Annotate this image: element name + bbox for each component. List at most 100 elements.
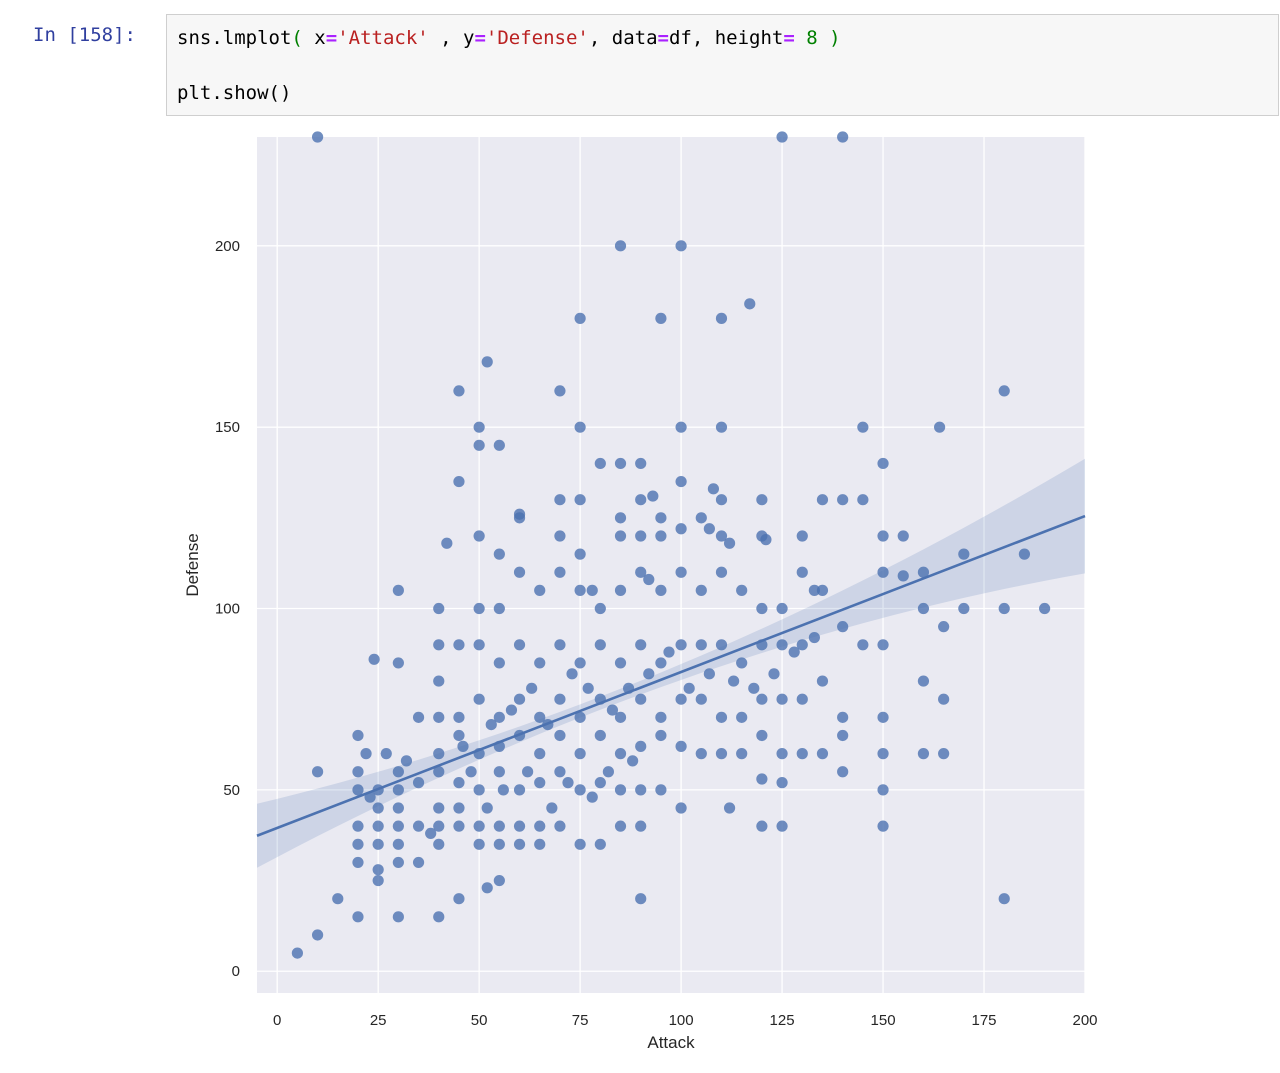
scatter-point	[816, 675, 829, 687]
scatter-point	[311, 766, 324, 778]
scatter-point	[614, 820, 627, 832]
scatter-point	[756, 494, 768, 506]
scatter-point	[372, 864, 384, 876]
scatter-point	[453, 475, 465, 488]
scatter-point	[877, 784, 889, 796]
scatter-point	[574, 838, 586, 850]
code-line-2: plt.show()	[177, 82, 292, 104]
scatter-point	[695, 639, 707, 651]
y-tick-label: 50	[223, 782, 240, 799]
scatter-point	[877, 748, 889, 760]
scatter-point	[493, 711, 505, 723]
scatter-point	[433, 802, 445, 814]
scatter-point	[534, 838, 546, 850]
scatter-point	[857, 639, 869, 651]
scatter-point	[796, 639, 808, 651]
scatter-point	[635, 457, 647, 470]
scatter-point	[816, 584, 829, 596]
cell-prompt: In [158]:	[33, 24, 136, 46]
scatter-point	[837, 766, 849, 778]
scatter-point	[534, 748, 546, 760]
scatter-point	[497, 784, 509, 796]
scatter-point	[392, 766, 404, 778]
scatter-point	[788, 646, 800, 658]
scatter-point	[513, 693, 526, 705]
scatter-point	[675, 639, 687, 651]
scatter-point	[808, 584, 820, 596]
scatter-point	[736, 748, 748, 760]
scatter-point	[606, 704, 619, 716]
scatter-point	[513, 566, 526, 578]
scatter-point	[675, 802, 687, 814]
scatter-point	[594, 777, 606, 789]
scatter-point	[933, 421, 946, 433]
x-tick-label: 200	[1072, 1012, 1097, 1029]
scatter-point	[663, 646, 675, 658]
scatter-point	[392, 657, 404, 669]
scatter-point	[796, 748, 808, 760]
scatter-point	[857, 421, 869, 433]
scatter-point	[465, 766, 477, 778]
scatter-point	[715, 566, 728, 578]
scatter-point	[808, 631, 820, 644]
scatter-point	[776, 602, 788, 615]
scatter-point	[614, 657, 627, 669]
scatter-point	[453, 639, 465, 651]
scatter-point	[1039, 602, 1051, 615]
scatter-point	[723, 802, 736, 814]
scatter-point	[614, 457, 627, 470]
scatter-point	[917, 675, 930, 687]
scatter-point	[796, 530, 808, 542]
scatter-point	[614, 784, 627, 796]
scatter-point	[837, 131, 849, 143]
x-tick-label: 175	[972, 1012, 997, 1029]
scatter-point	[352, 766, 364, 778]
scatter-point	[614, 748, 627, 760]
scatter-point	[380, 748, 392, 760]
scatter-point	[574, 711, 586, 723]
scatter-point	[938, 621, 950, 633]
scatter-point	[485, 718, 497, 731]
scatter-point	[582, 682, 594, 694]
y-axis-label: Defense	[183, 533, 202, 596]
scatter-point	[776, 639, 788, 651]
x-tick-label: 25	[370, 1012, 387, 1029]
scatter-point	[311, 929, 324, 941]
scatter-point	[715, 711, 728, 723]
scatter-point	[756, 773, 768, 785]
scatter-point	[513, 512, 526, 524]
confidence-band	[257, 458, 1085, 868]
scatter-point	[877, 711, 889, 723]
scatter-point	[635, 494, 647, 506]
scatter-point	[473, 820, 485, 832]
scatter-point	[675, 566, 687, 578]
scatter-point	[513, 784, 526, 796]
scatter-point	[756, 729, 768, 742]
scatter-point	[574, 657, 586, 669]
scatter-point	[643, 573, 655, 586]
scatter-point	[736, 711, 748, 723]
scatter-point	[736, 584, 748, 596]
scatter-point	[675, 475, 687, 488]
scatter-point	[675, 523, 687, 535]
scatter-point	[546, 802, 558, 814]
scatter-point	[566, 668, 578, 680]
scatter-point	[372, 820, 384, 832]
scatter-point	[917, 602, 930, 615]
scatter-point	[776, 777, 788, 789]
scatter-point	[433, 820, 445, 832]
scatter-point	[594, 729, 606, 742]
scatter-point	[683, 682, 695, 694]
scatter-point	[425, 827, 437, 840]
scatter-point	[917, 566, 930, 578]
scatter-point	[816, 748, 829, 760]
scatter-point	[897, 570, 909, 582]
scatter-point	[433, 639, 445, 651]
scatter-point	[715, 421, 728, 433]
scatter-point	[675, 240, 687, 252]
scatter-point	[554, 530, 566, 542]
scatter-point	[473, 693, 485, 705]
code-input[interactable]: sns.lmplot( x='Attack' , y='Defense', da…	[166, 14, 1279, 116]
scatter-point	[635, 784, 647, 796]
scatter-point	[877, 457, 889, 470]
